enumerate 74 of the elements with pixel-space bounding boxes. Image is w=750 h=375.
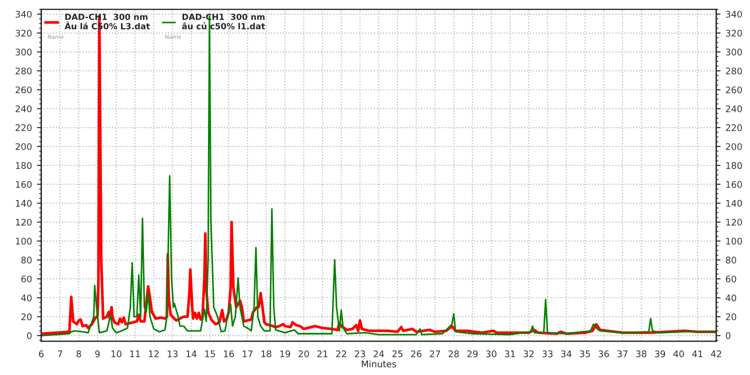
x-tick-label: 10 bbox=[112, 350, 122, 358]
x-tick-label: 29 bbox=[467, 350, 478, 358]
x-tick-label: 23 bbox=[354, 350, 366, 358]
x-tick-label: 32 bbox=[524, 350, 534, 358]
y2-tick-label: 0 bbox=[726, 332, 730, 340]
y2-tick-label: 160 bbox=[726, 181, 742, 188]
x-tick-label: 26 bbox=[411, 350, 422, 358]
x-tick-label: 36 bbox=[598, 350, 609, 358]
x-tick-label: 42 bbox=[710, 350, 722, 358]
x-tick-label: 33 bbox=[542, 350, 553, 358]
x-tick-label: 12 bbox=[149, 350, 159, 358]
x-tick-label: 24 bbox=[374, 350, 384, 358]
y-tick-label: 160 bbox=[16, 181, 32, 188]
y2-tick-label: 280 bbox=[726, 68, 742, 74]
y-tick-label: 120 bbox=[16, 218, 32, 226]
x-tick-label: 40 bbox=[673, 350, 684, 358]
y2-tick-label: 100 bbox=[726, 238, 742, 245]
y-tick-label: 200 bbox=[16, 143, 32, 150]
x-tick-label: 17 bbox=[242, 350, 252, 358]
x-tick-label: 34 bbox=[561, 350, 572, 358]
x-tick-label: 7 bbox=[58, 350, 62, 358]
x-tick-label: 22 bbox=[336, 350, 346, 358]
y-tick-label: 0 bbox=[27, 332, 32, 340]
x-tick-label: 35 bbox=[580, 350, 590, 358]
y2-tick-label: 340 bbox=[726, 10, 742, 18]
y-tick-label: 60 bbox=[21, 276, 32, 282]
y2-tick-label: 20 bbox=[726, 313, 736, 320]
x-tick-label: 18 bbox=[262, 350, 272, 358]
y-tick-label: 320 bbox=[16, 30, 32, 37]
x-tick-label: 14 bbox=[186, 350, 196, 358]
x-tick-label: 16 bbox=[224, 350, 234, 358]
y-tick-label: 100 bbox=[16, 238, 32, 245]
y-tick-label: 80 bbox=[21, 256, 32, 264]
y-tick-label: 20 bbox=[21, 313, 32, 320]
y-tick-label: 260 bbox=[16, 86, 32, 94]
x-axis-title: Minutes bbox=[362, 360, 396, 368]
y-tick-label: 180 bbox=[16, 162, 32, 169]
y-tick-label: 140 bbox=[16, 200, 32, 207]
x-tick-label: 9 bbox=[95, 350, 100, 358]
y-tick-label: 240 bbox=[16, 105, 32, 112]
y2-tick-label: 80 bbox=[726, 256, 736, 264]
x-tick-label: 41 bbox=[692, 350, 702, 358]
y-tick-label: 40 bbox=[21, 294, 32, 302]
y2-tick-label: 220 bbox=[726, 124, 742, 132]
y2-tick-label: 140 bbox=[726, 200, 742, 207]
y2-tick-label: 320 bbox=[726, 30, 742, 37]
x-tick-label: 20 bbox=[298, 350, 309, 358]
y-tick-label: 280 bbox=[16, 68, 32, 74]
x-tick-label: 11 bbox=[130, 350, 140, 358]
x-tick-label: 38 bbox=[636, 350, 646, 358]
x-tick-label: 21 bbox=[317, 350, 328, 358]
y2-tick-label: 180 bbox=[726, 162, 742, 169]
x-tick-label: 27 bbox=[430, 350, 440, 358]
x-tick-label: 19 bbox=[280, 350, 290, 358]
y-tick-label: 300 bbox=[16, 48, 32, 56]
y2-tick-label: 200 bbox=[726, 143, 742, 150]
x-tick-label: 30 bbox=[486, 350, 496, 358]
x-tick-label: 39 bbox=[654, 350, 666, 358]
y2-tick-label: 240 bbox=[726, 105, 742, 112]
y2-tick-label: 60 bbox=[726, 276, 736, 282]
x-tick-label: 28 bbox=[448, 350, 459, 358]
x-tick-label: 31 bbox=[504, 350, 515, 358]
y2-tick-label: 40 bbox=[726, 294, 736, 302]
y2-tick-label: 300 bbox=[726, 48, 742, 56]
x-tick-label: 8 bbox=[76, 350, 82, 358]
x-tick-label: 13 bbox=[168, 350, 178, 358]
y-tick-label: 340 bbox=[16, 10, 32, 18]
x-tick-label: 37 bbox=[617, 350, 628, 358]
y-tick-label: 220 bbox=[16, 124, 32, 132]
y2-tick-label: 260 bbox=[726, 86, 742, 94]
x-tick-label: 25 bbox=[392, 350, 402, 358]
x-tick-label: 15 bbox=[205, 350, 215, 358]
y2-tick-label: 120 bbox=[726, 218, 742, 226]
x-tick-label: 6 bbox=[39, 350, 44, 358]
